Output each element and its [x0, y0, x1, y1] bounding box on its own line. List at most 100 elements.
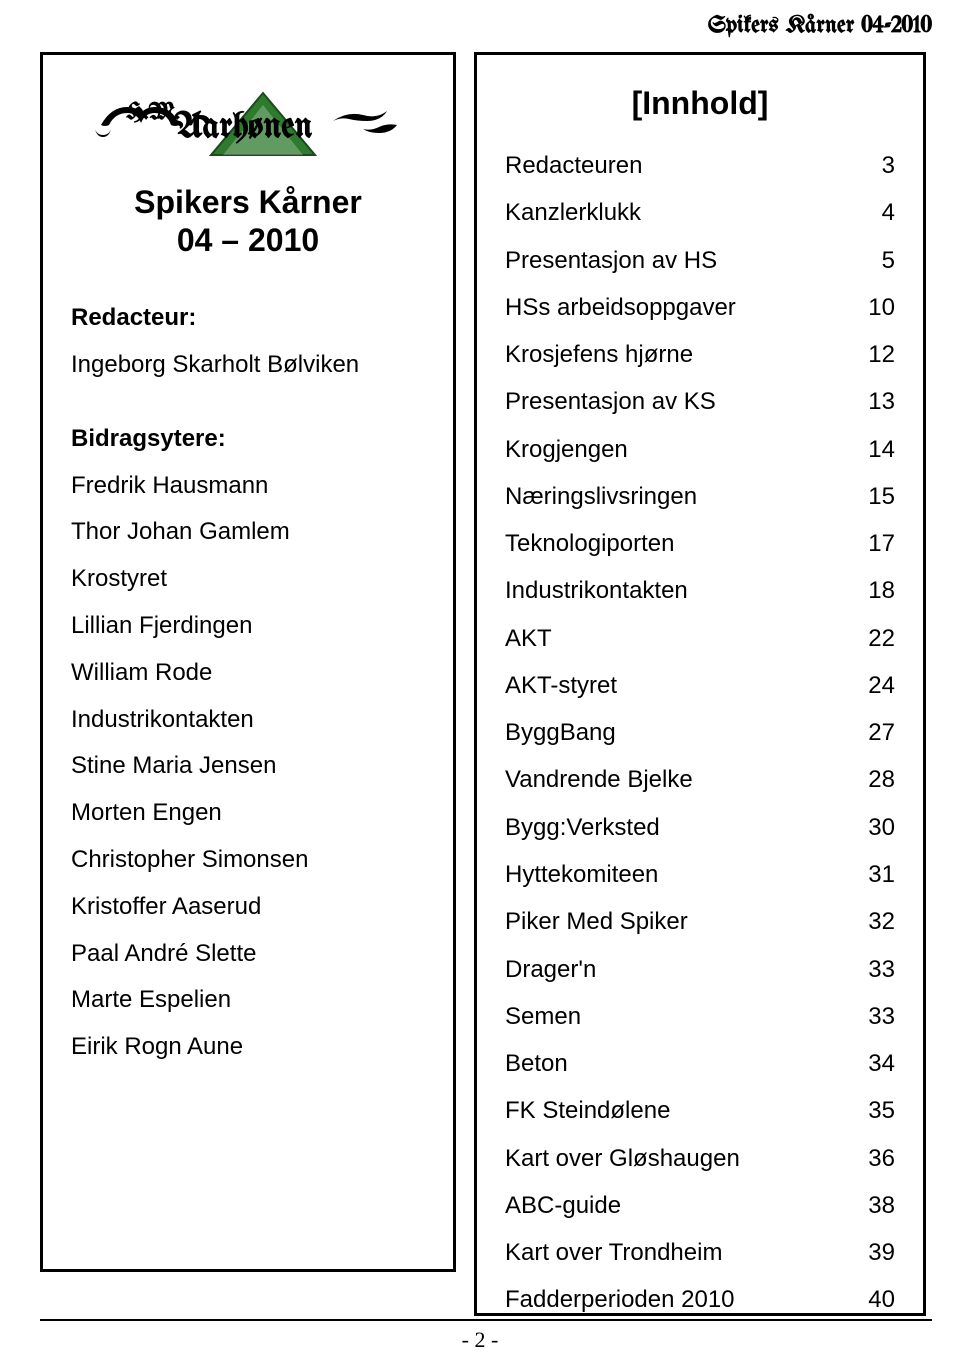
toc-page: 40: [868, 1276, 895, 1323]
toc-label: AKT-styret: [505, 662, 617, 709]
toc-row: Piker Med Spiker 32: [505, 898, 895, 945]
toc-label: Presentasjon av KS: [505, 378, 716, 425]
toc-page: 34: [868, 1040, 895, 1087]
page-number: - 2 -: [0, 1327, 960, 1353]
toc-label: Kart over Trondheim: [505, 1229, 722, 1276]
toc-label: Industrikontakten: [505, 567, 688, 614]
toc-row: ByggBang27: [505, 709, 895, 756]
toc-label: Hyttekomiteen: [505, 851, 658, 898]
toc-row: FK Steindølene 35: [505, 1087, 895, 1134]
toc-label: ABC-guide: [505, 1182, 621, 1229]
toc-page: 39: [868, 1229, 895, 1276]
aarhonen-logo: Aarhønen H.M.: [93, 85, 403, 163]
contributor-item: Eirik Rogn Aune: [71, 1024, 425, 1071]
toc-label: AKT: [505, 615, 552, 662]
contributors-heading: Bidragsytere:: [71, 425, 425, 453]
toc-page: 4: [882, 189, 895, 236]
toc-label: Piker Med Spiker: [505, 898, 688, 945]
contributors-group: Bidragsytere: Fredrik HausmannThor Johan…: [71, 425, 425, 1071]
toc-row: Kart over Trondheim 39: [505, 1229, 895, 1276]
toc-label: Redacteuren: [505, 142, 642, 189]
toc-list: Redacteuren3Kanzlerklukk4Presentasjon av…: [505, 142, 895, 1324]
toc-page: 28: [868, 756, 895, 803]
logo-row: Aarhønen H.M.: [71, 85, 425, 163]
toc-row: Teknologiporten 17: [505, 520, 895, 567]
title-line-2: 04 – 2010: [71, 221, 425, 259]
toc-row: Presentasjon av KS 13: [505, 378, 895, 425]
toc-row: Krosjefens hjørne 12: [505, 331, 895, 378]
contributor-item: Fredrik Hausmann: [71, 463, 425, 510]
toc-row: Presentasjon av HS 5: [505, 237, 895, 284]
toc-page: 12: [868, 331, 895, 378]
redacteur-name: Ingeborg Skarholt Bølviken: [71, 342, 425, 389]
toc-label: Krogjengen: [505, 426, 628, 473]
toc-label: Krosjefens hjørne: [505, 331, 693, 378]
toc-row: Kart over Gløshaugen 36: [505, 1135, 895, 1182]
contributor-item: Kristoffer Aaserud: [71, 884, 425, 931]
toc-page: 17: [868, 520, 895, 567]
toc-label: Næringslivsringen: [505, 473, 697, 520]
toc-label: FK Steindølene: [505, 1087, 670, 1134]
toc-page: 31: [868, 851, 895, 898]
toc-page: 24: [868, 662, 895, 709]
toc-row: Fadderperioden 2010 40: [505, 1276, 895, 1323]
toc-row: Drager'n 33: [505, 946, 895, 993]
toc-page: 5: [882, 237, 895, 284]
toc-label: Bygg:Verksted: [505, 804, 660, 851]
toc-row: AKT-styret 24: [505, 662, 895, 709]
toc-page: 36: [868, 1135, 895, 1182]
contributor-item: Stine Maria Jensen: [71, 743, 425, 790]
toc-label: Teknologiporten: [505, 520, 674, 567]
title-line-1: Spikers Kårner: [71, 183, 425, 221]
toc-page: 22: [868, 615, 895, 662]
toc-row: Bygg:Verksted 30: [505, 804, 895, 851]
svg-text:H.M.: H.M.: [125, 99, 180, 126]
footer-rule: [40, 1319, 932, 1321]
toc-page: 27: [868, 709, 895, 756]
contributor-item: Thor Johan Gamlem: [71, 509, 425, 556]
toc-row: Industrikontakten 18: [505, 567, 895, 614]
toc-page: 33: [868, 946, 895, 993]
contributor-item: Marte Espelien: [71, 977, 425, 1024]
toc-label: Kart over Gløshaugen: [505, 1135, 740, 1182]
redacteur-heading: Redacteur:: [71, 304, 425, 332]
toc-row: HSs arbeidsoppgaver 10: [505, 284, 895, 331]
contributors-list: Fredrik HausmannThor Johan GamlemKrostyr…: [71, 463, 425, 1071]
toc-title: [Innhold]: [505, 85, 895, 122]
toc-row: Semen 33: [505, 993, 895, 1040]
toc-row: Beton34: [505, 1040, 895, 1087]
toc-page: 10: [868, 284, 895, 331]
toc-page: 35: [868, 1087, 895, 1134]
publication-title: Spikers Kårner 04 – 2010: [71, 183, 425, 260]
toc-label: HSs arbeidsoppgaver: [505, 284, 736, 331]
toc-page: 32: [868, 898, 895, 945]
contributor-item: Morten Engen: [71, 790, 425, 837]
toc-label: Drager'n: [505, 946, 596, 993]
toc-label: Fadderperioden 2010: [505, 1276, 735, 1323]
toc-page: 3: [882, 142, 895, 189]
toc-row: Kanzlerklukk 4: [505, 189, 895, 236]
toc-page: 15: [868, 473, 895, 520]
toc-row: AKT 22: [505, 615, 895, 662]
two-column-layout: Aarhønen H.M. Spikers Kårner 04 – 2010 R…: [40, 52, 932, 1316]
left-panel: Aarhønen H.M. Spikers Kårner 04 – 2010 R…: [40, 52, 456, 1272]
toc-label: Semen: [505, 993, 581, 1040]
running-header: Spikers Kårner 04-2010: [708, 14, 932, 39]
toc-label: Vandrende Bjelke: [505, 756, 693, 803]
toc-page: 33: [868, 993, 895, 1040]
toc-row: Redacteuren 3: [505, 142, 895, 189]
toc-page: 14: [868, 426, 895, 473]
toc-row: Krogjengen 14: [505, 426, 895, 473]
contributor-item: Christopher Simonsen: [71, 837, 425, 884]
toc-row: ABC-guide38: [505, 1182, 895, 1229]
contributor-item: Krostyret: [71, 556, 425, 603]
toc-row: Næringslivsringen 15: [505, 473, 895, 520]
toc-page: 30: [868, 804, 895, 851]
toc-page: 13: [868, 378, 895, 425]
right-panel: [Innhold] Redacteuren3Kanzlerklukk4Prese…: [474, 52, 926, 1316]
svg-text:Aarhønen: Aarhønen: [173, 110, 313, 147]
toc-label: Kanzlerklukk: [505, 189, 641, 236]
toc-label: Presentasjon av HS: [505, 237, 717, 284]
contributor-item: Paal André Slette: [71, 931, 425, 978]
toc-page: 18: [868, 567, 895, 614]
